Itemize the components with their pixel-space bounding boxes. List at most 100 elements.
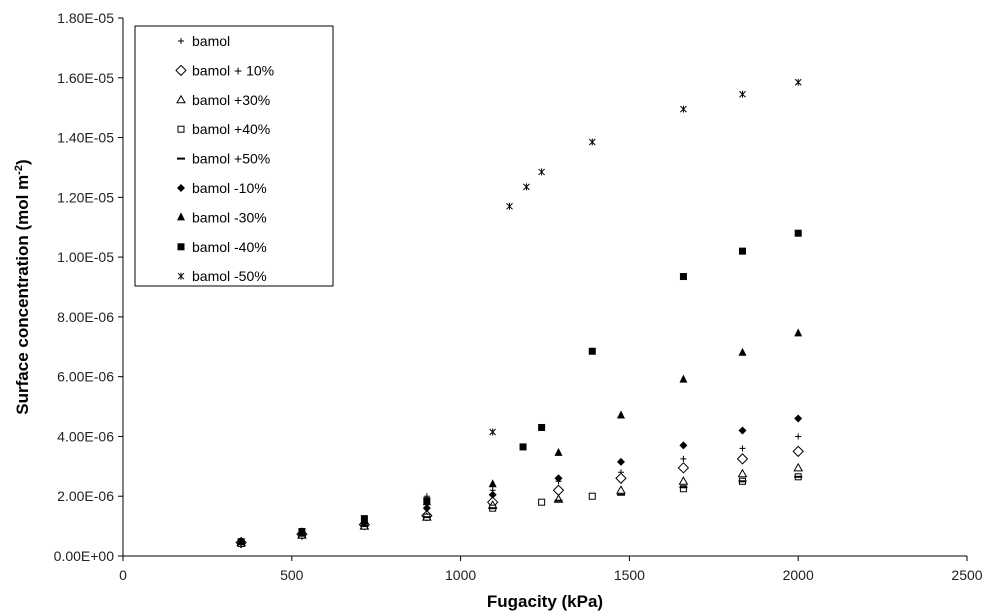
data-point (422, 504, 431, 513)
data-point (680, 105, 687, 113)
legend-marker (178, 38, 184, 44)
y-tick-label: 1.80E-05 (57, 10, 114, 26)
series-4 (237, 475, 803, 546)
x-tick-label: 2000 (783, 567, 814, 583)
data-point (538, 498, 546, 506)
data-point (793, 462, 804, 472)
data-point (680, 455, 687, 462)
legend-item: bamol +40% (177, 121, 270, 137)
y-tick-label: 0.00E+00 (54, 548, 115, 564)
legend-item: bamol -10% (177, 180, 267, 196)
data-point (738, 426, 747, 435)
legend-label: bamol -40% (192, 239, 267, 255)
legend-box (134, 25, 334, 287)
data-point (488, 490, 497, 499)
legend-marker (177, 243, 185, 251)
data-point (360, 515, 368, 523)
data-point (523, 183, 530, 191)
x-tick-label: 1500 (614, 567, 645, 583)
series-2 (236, 462, 804, 547)
legend-label: bamol + 10% (192, 62, 274, 78)
legend-item: bamol -50% (177, 268, 267, 284)
data-point (519, 443, 527, 451)
legend-label: bamol +40% (192, 121, 270, 137)
data-points (235, 78, 804, 549)
legend-marker (175, 64, 187, 77)
x-tick-label: 0 (119, 567, 127, 583)
data-point (794, 78, 802, 86)
data-point (423, 497, 431, 505)
legend-item: bamol +30% (176, 92, 270, 108)
legend-marker (177, 212, 185, 221)
y-tick-label: 6.00E-06 (57, 369, 114, 385)
data-point (792, 445, 804, 458)
legend-item: bamol -40% (177, 239, 267, 255)
y-axis-ticks: 0.00E+00 2.00E-06 4.00E-06 6.00E-06 8.00E-06… (54, 10, 123, 564)
legend-label: bamol +30% (192, 92, 270, 108)
data-point (298, 527, 306, 535)
data-point (616, 410, 625, 419)
x-tick-label: 2500 (951, 567, 982, 583)
legend-item: bamol +50% (177, 151, 270, 167)
series-5 (237, 414, 803, 547)
y-tick-label: 1.40E-05 (57, 130, 114, 146)
data-point (794, 328, 803, 337)
data-point (679, 441, 688, 450)
series-7 (237, 229, 802, 546)
legend-label: bamol (192, 33, 230, 49)
x-axis-title: Fugacity (kPa) (487, 592, 603, 611)
legend-marker (176, 94, 186, 104)
data-point (738, 247, 746, 255)
data-point (739, 445, 746, 452)
x-tick-label: 1000 (445, 567, 476, 583)
series-8 (489, 78, 802, 436)
data-point (739, 90, 746, 98)
legend-label: bamol -10% (192, 180, 267, 196)
data-point (616, 485, 626, 494)
legend-label: bamol -30% (192, 209, 267, 225)
data-point (554, 447, 563, 456)
data-point (588, 492, 596, 500)
data-point (677, 462, 690, 474)
legend: bamol bamol + 10% bamol +30% bamol +40% bamo… (134, 25, 334, 287)
data-point (588, 347, 596, 355)
data-point (554, 474, 563, 483)
data-point (237, 538, 245, 546)
x-axis-ticks: 0 500 1000 1500 2000 2500 (119, 556, 983, 583)
data-point (794, 229, 802, 237)
data-point (538, 423, 546, 431)
data-point (678, 476, 689, 485)
legend-label: bamol -50% (192, 268, 267, 284)
data-point (679, 485, 687, 493)
data-point (679, 273, 687, 281)
y-tick-label: 1.20E-05 (57, 189, 114, 205)
legend-item: bamol + 10% (175, 62, 274, 78)
series-1 (235, 445, 804, 549)
y-tick-label: 1.00E-05 (57, 249, 114, 265)
data-point (794, 414, 803, 423)
x-tick-label: 500 (280, 567, 304, 583)
legend-marker (177, 184, 185, 192)
data-point (615, 472, 627, 484)
data-point (588, 138, 596, 146)
legend-marker (177, 272, 185, 280)
y-tick-label: 2.00E-06 (57, 488, 114, 504)
data-point (506, 202, 513, 210)
series-3 (237, 473, 802, 547)
y-tick-label: 1.60E-05 (57, 70, 114, 86)
legend-item: bamol -30% (177, 209, 267, 225)
data-point (736, 453, 749, 465)
data-point (552, 484, 565, 496)
legend-label: bamol +50% (192, 151, 270, 167)
plot-axes (122, 18, 967, 557)
data-point (488, 479, 497, 488)
data-point (538, 168, 545, 176)
data-point (489, 428, 497, 436)
data-point (679, 374, 688, 383)
data-point (738, 347, 747, 356)
y-axis-title: Surface concentration (mol m-2) (13, 159, 32, 414)
y-tick-label: 8.00E-06 (57, 309, 114, 325)
data-point (795, 433, 802, 440)
data-point (616, 457, 625, 466)
